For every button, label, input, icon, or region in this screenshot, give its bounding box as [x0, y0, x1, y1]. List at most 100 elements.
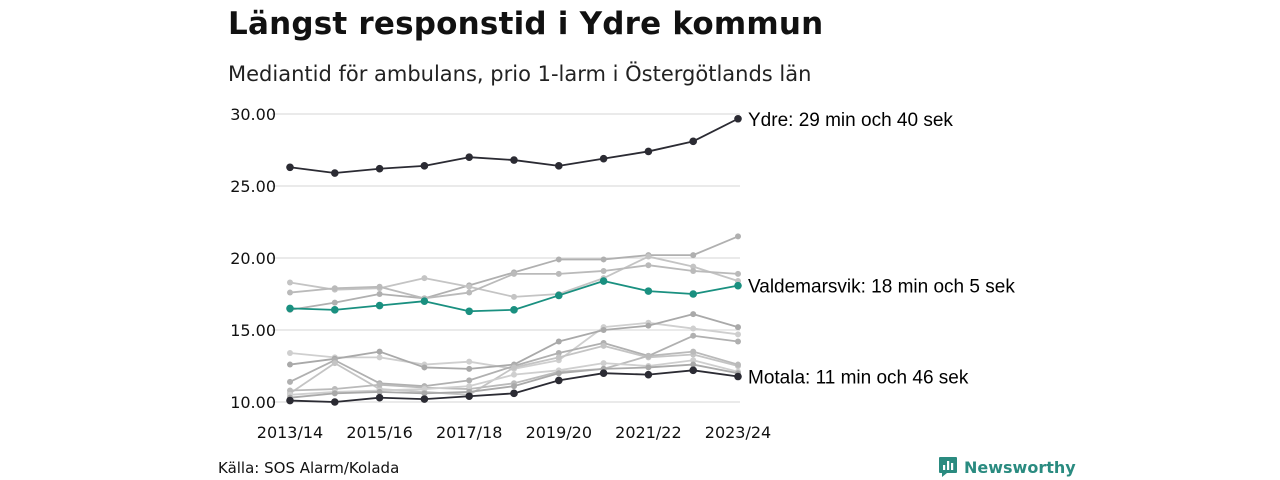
- data-point: [375, 301, 384, 310]
- data-point: [375, 164, 384, 173]
- data-point: [331, 398, 339, 406]
- background-series-line: [287, 262, 741, 302]
- data-point: [690, 325, 697, 332]
- series-ydre: [286, 114, 742, 177]
- series-valdemarsvik: [286, 277, 742, 316]
- series-label-ydre: Ydre: 29 min och 40 sek: [748, 110, 953, 131]
- data-point: [376, 354, 383, 361]
- data-point: [511, 364, 517, 371]
- data-point: [735, 331, 741, 338]
- data-point: [600, 267, 607, 274]
- data-point: [555, 338, 562, 345]
- data-point: [465, 153, 474, 161]
- data-point: [600, 342, 607, 349]
- data-point: [286, 304, 294, 313]
- series-line: [289, 117, 739, 174]
- data-point: [331, 360, 338, 367]
- x-tick-label: 2023/24: [705, 423, 771, 442]
- data-point: [466, 365, 473, 372]
- background-series: [287, 233, 741, 401]
- data-point: [555, 350, 562, 357]
- series-end-labels: Ydre: 29 min och 40 sek Valdemarsvik: 18 …: [748, 110, 1015, 389]
- data-point: [599, 277, 608, 285]
- data-point: [511, 383, 517, 390]
- data-point: [555, 376, 563, 385]
- data-point: [555, 256, 562, 263]
- data-point: [421, 390, 428, 397]
- data-point: [735, 233, 741, 240]
- series-motala: [286, 366, 742, 406]
- grid-lines: [272, 113, 740, 403]
- data-point: [420, 297, 429, 306]
- x-tick-label: 2017/18: [436, 423, 502, 442]
- y-tick-label: 25.00: [230, 177, 276, 196]
- y-tick-label: 10.00: [230, 393, 276, 412]
- data-point: [287, 361, 293, 368]
- series-label-motala: Motala: 11 min och 46 sek: [748, 368, 969, 389]
- data-point: [465, 392, 474, 401]
- x-axis-ticks: 2013/14 2015/16 2017/18 2019/20 2021/22 2023/…: [257, 423, 771, 442]
- bar-chart-icon: [939, 457, 957, 477]
- data-point: [376, 283, 383, 290]
- chart-subtitle: Mediantid för ambulans, prio 1-larm i Ös…: [228, 62, 812, 86]
- data-point: [331, 169, 339, 177]
- data-point: [331, 306, 339, 314]
- x-tick-label: 2021/22: [615, 423, 681, 442]
- data-point: [466, 377, 473, 384]
- data-point: [690, 252, 697, 259]
- series-line: [289, 313, 739, 370]
- data-point: [421, 386, 428, 393]
- data-point: [644, 147, 653, 156]
- data-point: [287, 350, 293, 357]
- data-point: [690, 311, 697, 318]
- data-point: [689, 366, 697, 375]
- data-point: [511, 293, 517, 300]
- x-tick-label: 2019/20: [526, 423, 592, 442]
- data-point: [286, 163, 294, 172]
- data-point: [600, 360, 607, 367]
- y-tick-label: 20.00: [230, 249, 276, 268]
- data-point: [690, 263, 697, 270]
- data-point: [376, 381, 383, 388]
- data-point: [510, 306, 518, 314]
- data-point: [331, 285, 338, 292]
- data-point: [420, 162, 429, 170]
- data-point: [645, 253, 652, 260]
- data-point: [735, 361, 741, 368]
- data-point: [555, 162, 563, 170]
- data-point: [466, 289, 473, 296]
- y-axis-ticks: 10.00 15.00 20.00 25.00 30.00: [230, 105, 276, 412]
- data-point: [466, 383, 473, 390]
- data-point: [645, 322, 652, 329]
- data-point: [690, 361, 697, 368]
- data-point: [735, 324, 741, 331]
- data-point: [376, 291, 383, 297]
- data-point: [510, 156, 518, 164]
- data-point: [376, 388, 383, 395]
- data-point: [689, 290, 697, 298]
- data-point: [287, 289, 293, 296]
- data-point: [599, 369, 608, 378]
- x-tick-label: 2015/16: [346, 423, 412, 442]
- data-point: [690, 267, 697, 274]
- data-point: [287, 279, 293, 286]
- data-point: [287, 387, 293, 394]
- data-point: [555, 370, 562, 377]
- data-point: [555, 354, 562, 361]
- data-point: [690, 348, 697, 355]
- data-point: [286, 396, 294, 405]
- brand-logo: Newsworthy: [938, 456, 1076, 478]
- data-point: [644, 287, 653, 295]
- data-point: [287, 378, 293, 385]
- data-point: [735, 270, 741, 277]
- series-label-valdemarsvik: Valdemarsvik: 18 min och 5 sek: [748, 277, 1015, 298]
- data-point: [599, 154, 608, 163]
- data-point: [375, 393, 384, 402]
- source-note: Källa: SOS Alarm/Kolada: [218, 459, 400, 477]
- data-point: [734, 372, 742, 381]
- data-point: [510, 389, 518, 398]
- data-point: [735, 338, 741, 345]
- data-point: [645, 262, 652, 269]
- data-point: [421, 364, 428, 371]
